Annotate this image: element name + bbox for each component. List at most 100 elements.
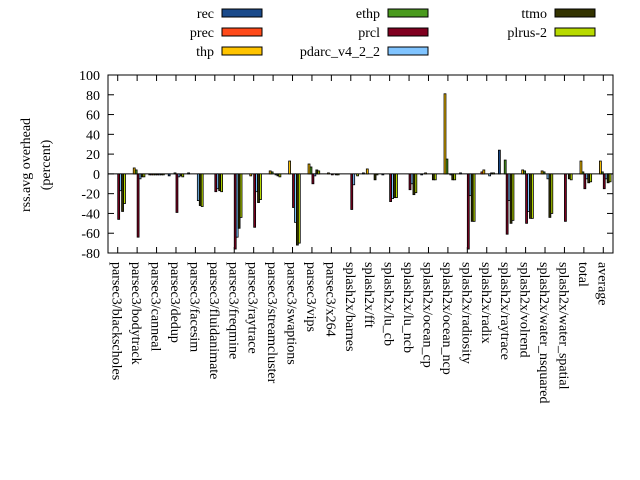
x-tick-label: splash2x/raytrace bbox=[497, 262, 512, 360]
bar-plrus-2 bbox=[278, 173, 282, 178]
bar-plrus-2 bbox=[375, 173, 379, 176]
bar-ethp bbox=[445, 158, 449, 175]
bar-ethp bbox=[600, 171, 604, 175]
x-tick-label: splash2x/ocean_ncp bbox=[439, 262, 454, 375]
bar-ethp bbox=[503, 159, 507, 175]
bar-plrus-2 bbox=[395, 173, 398, 199]
bar-plrus-2 bbox=[492, 172, 495, 175]
bar-thp bbox=[288, 160, 291, 175]
x-tick-label: parsec3/streamcluster bbox=[264, 262, 279, 384]
bar-plrus-2 bbox=[200, 173, 204, 207]
bar-ethp bbox=[581, 171, 585, 175]
bar-pdarc_v4_2_2 bbox=[313, 173, 317, 177]
x-tick-label: parsec3/blackscholes bbox=[109, 262, 124, 380]
legend-label: rec bbox=[197, 7, 214, 22]
bar-thp bbox=[443, 93, 447, 175]
bar-prcl bbox=[117, 173, 121, 220]
x-tick-label: splash2x/barnes bbox=[342, 262, 357, 351]
bar-plrus-2 bbox=[608, 173, 612, 183]
bar-plrus-2 bbox=[531, 173, 534, 219]
y-tick-label: 20 bbox=[86, 148, 100, 163]
bar-pdarc_v4_2_2 bbox=[488, 173, 492, 177]
x-tick-label: parsec3/facesim bbox=[186, 262, 201, 352]
x-tick-label: splash2x/volrend bbox=[517, 262, 532, 358]
bar-ethp bbox=[542, 171, 546, 175]
bar-ethp bbox=[309, 166, 313, 175]
y-tick-label: 40 bbox=[86, 128, 100, 143]
bar-plrus-2 bbox=[239, 173, 243, 218]
y-tick-label: -20 bbox=[81, 188, 100, 203]
x-tick-label: splash2x/ocean_cp bbox=[419, 262, 434, 368]
legend-label: ethp bbox=[356, 7, 380, 22]
bar-thp bbox=[327, 172, 330, 175]
bar-thp bbox=[579, 160, 583, 175]
x-tick-label: parsec3/swaptions bbox=[284, 262, 299, 365]
x-tick-label: parsec3/raytrace bbox=[245, 262, 260, 354]
legend-swatch bbox=[221, 8, 263, 18]
x-tick-label: splash2x/lu_cb bbox=[381, 262, 396, 346]
y-tick-label: 0 bbox=[93, 168, 100, 183]
bar-rec bbox=[362, 172, 365, 175]
bar-plrus-2 bbox=[123, 173, 126, 204]
bar-prcl bbox=[564, 173, 567, 222]
bar-plrus-2 bbox=[569, 173, 573, 181]
x-tick-label: total bbox=[575, 262, 590, 287]
bar-plrus-2 bbox=[336, 173, 340, 176]
bar-thp bbox=[249, 173, 253, 177]
bar-rec bbox=[498, 149, 501, 175]
y-tick-label: -40 bbox=[81, 207, 100, 222]
bar-prcl bbox=[136, 173, 140, 238]
x-tick-label: parsec3/x264 bbox=[322, 262, 337, 337]
x-tick-label: parsec3/dedup bbox=[167, 262, 182, 343]
x-tick-label: splash2x/water_spatial bbox=[555, 262, 570, 390]
bar-plrus-2 bbox=[317, 170, 321, 175]
legend-label: pdarc_v4_2_2 bbox=[300, 45, 380, 60]
bar-plrus-2 bbox=[356, 173, 359, 177]
legend-swatch bbox=[221, 46, 263, 56]
bar-rec bbox=[420, 173, 424, 176]
bar-plrus-2 bbox=[161, 173, 165, 176]
y-tick-label: 100 bbox=[79, 69, 100, 84]
x-tick-label: splash2x/lu_ncb bbox=[400, 262, 415, 353]
legend-label: thp bbox=[196, 45, 214, 60]
legend-swatch bbox=[387, 27, 429, 37]
bar-prcl bbox=[175, 173, 179, 213]
bar-plrus-2 bbox=[511, 173, 515, 221]
bar-prcl bbox=[253, 173, 257, 228]
bar-rec bbox=[459, 172, 462, 175]
bar-ttmo bbox=[373, 173, 377, 181]
plot-border bbox=[107, 74, 614, 254]
bar-ethp bbox=[270, 171, 274, 175]
x-tick-label: parsec3/vips bbox=[303, 262, 318, 332]
bar-rec bbox=[167, 173, 171, 177]
bar-plrus-2 bbox=[472, 173, 476, 222]
bar-rec bbox=[381, 173, 385, 176]
x-tick-label: splash2x/fft bbox=[361, 262, 376, 328]
bar-ethp bbox=[173, 172, 177, 175]
x-tick-label: parsec3/fluidanimate bbox=[206, 262, 221, 379]
y-tick-label: 60 bbox=[86, 109, 100, 124]
y-tick-label: 80 bbox=[86, 89, 100, 104]
bar-rec bbox=[187, 172, 190, 175]
y-axis-label: (percent) bbox=[39, 139, 54, 190]
bar-plrus-2 bbox=[414, 173, 418, 194]
bar-prcl bbox=[330, 173, 334, 176]
bar-prcl bbox=[583, 173, 587, 190]
x-tick-label: parsec3/freqmine bbox=[225, 262, 240, 359]
bar-prcl bbox=[311, 173, 315, 185]
bar-thp bbox=[365, 168, 369, 175]
legend-label: prec bbox=[190, 26, 214, 41]
x-tick-label: parsec3/canneal bbox=[148, 262, 163, 351]
x-tick-label: splash2x/radix bbox=[478, 262, 493, 344]
bar-ethp bbox=[523, 170, 526, 175]
bar-ethp bbox=[134, 169, 138, 175]
y-tick-label: -80 bbox=[81, 247, 100, 262]
bar-thp bbox=[599, 160, 602, 175]
bar-plrus-2 bbox=[220, 173, 223, 193]
x-tick-label: parsec3/bodytrack bbox=[128, 262, 143, 365]
x-tick-label: splash2x/water_nsquared bbox=[536, 262, 551, 404]
bar-plrus-2 bbox=[259, 173, 262, 200]
x-tick-label: average bbox=[594, 262, 609, 306]
bar-plrus-2 bbox=[433, 173, 437, 181]
